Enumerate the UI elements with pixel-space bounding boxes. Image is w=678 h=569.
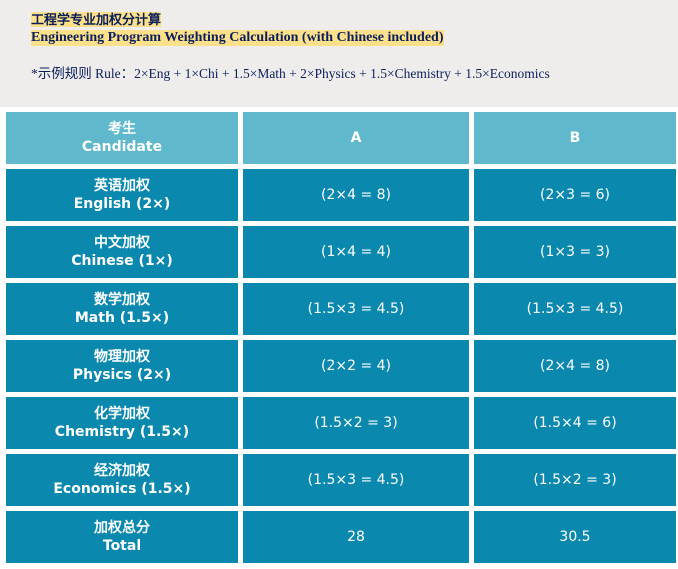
row-label: 数学加权 Math (1.5×) [6,283,238,335]
weighting-table: 考生 Candidate A B 英语加权 English (2×) (2×4 = … [6,112,676,563]
row-label: 加权总分 Total [6,511,238,563]
value-cell-b: (2×4 = 8) [474,340,676,392]
row-label-zh: 英语加权 [94,178,150,194]
value-cell-b: 30.5 [474,511,676,563]
value-cell-a: (2×2 = 4) [243,340,469,392]
row-label-zh: 数学加权 [94,292,150,308]
row-label-zh: 中文加权 [94,235,150,251]
value-cell-a: 28 [243,511,469,563]
row-label: 化学加权 Chemistry (1.5×) [6,397,238,449]
row-label-zh: 加权总分 [94,520,150,536]
row-label-zh: 经济加权 [94,463,150,479]
header-candidate-en: Candidate [81,139,163,155]
rule-text: *示例规则 Rule：2×Eng + 1×Chi + 1.5×Math + 2×… [31,66,550,81]
row-label-zh: 化学加权 [94,406,150,422]
title-chinese: 工程学专业加权分计算 [31,12,162,27]
row-label: 中文加权 Chinese (1×) [6,226,238,278]
value-cell-b: (1.5×3 = 4.5) [474,283,676,335]
row-label-en: Math (1.5×) [74,310,170,326]
value-cell-a: (1.5×3 = 4.5) [243,283,469,335]
value-cell-a: (1×4 = 4) [243,226,469,278]
value-cell-b: (1×3 = 3) [474,226,676,278]
row-label-en: Chinese (1×) [71,253,173,269]
row-label: 英语加权 English (2×) [6,169,238,221]
row-label: 物理加权 Physics (2×) [6,340,238,392]
header-candidate-zh: 考生 [108,121,136,137]
row-label-en: Physics (2×) [72,367,172,383]
header-candidate: 考生 Candidate [6,112,238,164]
value-cell-a: (1.5×2 = 3) [243,397,469,449]
header-b: B [474,112,676,164]
row-label-zh: 物理加权 [94,349,150,365]
value-cell-a: (1.5×3 = 4.5) [243,454,469,506]
intro-panel: 工程学专业加权分计算 Engineering Program Weighting… [0,0,678,107]
row-label-en: English (2×) [73,196,171,212]
header-a: A [243,112,469,164]
value-cell-b: (1.5×4 = 6) [474,397,676,449]
title-english: Engineering Program Weighting Calculatio… [31,30,444,46]
value-cell-b: (2×3 = 6) [474,169,676,221]
row-label-en: Economics (1.5×) [53,481,191,497]
row-label-en: Total [102,538,142,554]
value-cell-a: (2×4 = 8) [243,169,469,221]
row-label-en: Chemistry (1.5×) [54,424,190,440]
row-label: 经济加权 Economics (1.5×) [6,454,238,506]
value-cell-b: (1.5×2 = 3) [474,454,676,506]
